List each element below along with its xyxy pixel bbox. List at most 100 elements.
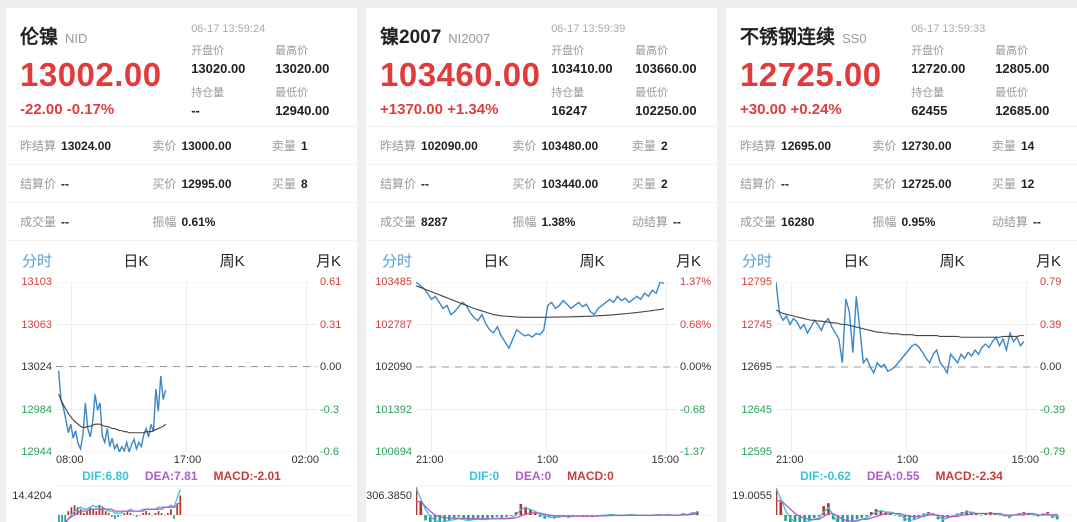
open-interest-value: --	[191, 103, 200, 118]
instrument-code: NI2007	[448, 31, 491, 46]
period-tabs: 分时 日K 周K 月K	[366, 241, 717, 279]
x-axis: 08:00 17:00 02:00	[56, 454, 319, 466]
quote-card: 不锈钢连续 SS0 12725.00 +30.00 +0.24% 06-17 1…	[726, 8, 1077, 522]
dea-value: DEA:0	[515, 469, 552, 483]
bid-price-value: 12995.00	[181, 177, 232, 191]
bid-volume-value: 2	[660, 177, 668, 191]
tab-daily-k[interactable]: 日K	[843, 253, 869, 270]
y-tick-right: 0.31	[320, 318, 342, 331]
price-plot[interactable]	[56, 282, 317, 452]
tab-weekly-k[interactable]: 周K	[939, 253, 965, 270]
macd-plot[interactable]	[776, 484, 1072, 522]
dyn-settle-value: --	[1032, 215, 1041, 229]
last-price: 103460.00	[380, 56, 541, 93]
prev-settle-value: 102090.00	[421, 139, 478, 153]
macd-scale: 14.4204 -14.4204	[6, 484, 56, 522]
prev-settle-label: 昨结算	[380, 139, 417, 153]
prev-settle-value: 13024.00	[61, 139, 112, 153]
settle-price-value: --	[421, 177, 430, 191]
volume-value: --	[61, 215, 70, 229]
minute-chart: 12795 12745 12695 12645 12595 0.79 0.39 0.00 -0…	[726, 276, 1077, 522]
price-plot[interactable]	[776, 282, 1037, 452]
x-tick: 21:00	[776, 454, 804, 466]
last-price: 13002.00	[20, 56, 162, 93]
macd-plot[interactable]	[56, 484, 352, 522]
y-tick-left: 12695	[741, 361, 772, 373]
ask-volume-label: 卖量	[631, 139, 656, 153]
minute-chart: 13103 13063 13024 12984 12944 0.61 0.31 0.00 -0…	[6, 276, 357, 522]
tab-weekly-k[interactable]: 周K	[579, 253, 605, 270]
y-tick-right: 0.79	[1040, 276, 1062, 288]
low-value: 12685.00	[995, 103, 1050, 118]
open-label: 开盘价	[911, 45, 945, 57]
instrument-code: SS0	[842, 31, 867, 46]
settle-price-label: 结算价	[20, 177, 57, 191]
macd-value: MACD:-2.34	[935, 469, 1003, 483]
quote-header: 伦镍 NID 13002.00 -22.00 -0.17% 06-17 13:5…	[6, 8, 357, 126]
macd-plot[interactable]	[416, 484, 712, 522]
quote-timestamp: 06-17 13:59:24	[191, 23, 266, 35]
low-label: 最低价	[635, 87, 669, 99]
quote-header: 镍2007 NI2007 103460.00 +1370.00 +1.34% 0…	[366, 8, 717, 126]
settle-price-value: --	[781, 177, 790, 191]
x-tick: 02:00	[291, 454, 319, 466]
macd-scale: 306.3850 306.3850	[366, 484, 416, 522]
volume-label: 成交量	[740, 215, 777, 229]
low-label: 最低价	[275, 87, 309, 99]
tab-minute[interactable]: 分时	[382, 253, 413, 270]
tab-minute[interactable]: 分时	[22, 253, 53, 270]
tab-daily-k[interactable]: 日K	[483, 253, 509, 270]
period-tabs: 分时 日K 周K 月K	[726, 241, 1077, 279]
macd-svg	[776, 484, 1072, 522]
y-tick-left: 12795	[741, 276, 772, 288]
macd-scale-top: 14.4204	[12, 490, 52, 502]
y-axis-left: 13103 13063 13024 12984 12944	[6, 276, 56, 458]
bid-price-label: 买价	[152, 177, 177, 191]
price-change: -22.00 -0.17%	[20, 101, 115, 118]
y-tick-right: 0.68%	[680, 318, 712, 331]
settle-price-value: --	[61, 177, 70, 191]
tab-minute[interactable]: 分时	[742, 253, 773, 270]
tab-monthly-k[interactable]: 月K	[675, 253, 701, 270]
x-tick: 15:00	[1011, 454, 1039, 466]
y-tick-left: 13103	[21, 276, 52, 288]
y-tick-left: 12984	[21, 403, 52, 416]
ask-price-value: 12730.00	[901, 139, 952, 153]
ask-price-label: 卖价	[872, 139, 897, 153]
instrument-code: NID	[65, 31, 88, 46]
open-interest-label: 持仓量	[551, 87, 585, 99]
prev-settle-label: 昨结算	[740, 139, 777, 153]
bid-volume-label: 买量	[271, 177, 296, 191]
x-tick: 15:00	[651, 454, 679, 466]
x-axis: 21:00 1:00 15:00	[416, 454, 679, 466]
bid-volume-value: 12	[1020, 177, 1035, 191]
x-tick: 21:00	[416, 454, 444, 466]
tab-weekly-k[interactable]: 周K	[219, 253, 245, 270]
price-plot[interactable]	[416, 282, 677, 452]
macd-value: MACD:0	[567, 469, 614, 483]
quote-timestamp: 06-17 13:59:39	[551, 23, 626, 35]
y-axis-right: 0.61 0.31 0.00 -0.3 -0.6	[317, 276, 357, 458]
volume-value: 16280	[781, 215, 815, 229]
ask-price-label: 卖价	[512, 139, 537, 153]
ask-volume-value: 1	[300, 139, 308, 153]
minute-chart: 103485 102787 102090 101392 100694 1.37% 0.68…	[366, 276, 717, 522]
amplitude-value: 0.61%	[181, 215, 216, 229]
open-value: 12720.00	[911, 61, 966, 76]
stats-rows: 昨结算 13024.00 卖价 13000.00 卖量 1 结算价 -- 买价 12995…	[6, 126, 357, 241]
dyn-settle-label: 动结算	[631, 215, 668, 229]
tab-daily-k[interactable]: 日K	[123, 253, 149, 270]
y-tick-left: 12595	[741, 446, 772, 458]
ask-price-value: 103480.00	[541, 139, 599, 153]
y-tick-right: -0.6	[320, 446, 339, 458]
y-tick-left: 13024	[21, 361, 52, 373]
stats-row: 成交量 8287 振幅 1.38% 动结算 --	[366, 203, 717, 241]
tab-monthly-k[interactable]: 月K	[315, 253, 341, 270]
quote-header: 不锈钢连续 SS0 12725.00 +30.00 +0.24% 06-17 1…	[726, 8, 1077, 126]
macd-scale: 19.0055 -19.0055	[726, 484, 776, 522]
tab-monthly-k[interactable]: 月K	[1035, 253, 1061, 270]
bid-price-value: 103440.00	[541, 177, 599, 191]
ask-volume-value: 2	[660, 139, 668, 153]
dif-value: DIF:0	[469, 469, 500, 483]
dea-value: DEA:7.81	[144, 469, 198, 483]
